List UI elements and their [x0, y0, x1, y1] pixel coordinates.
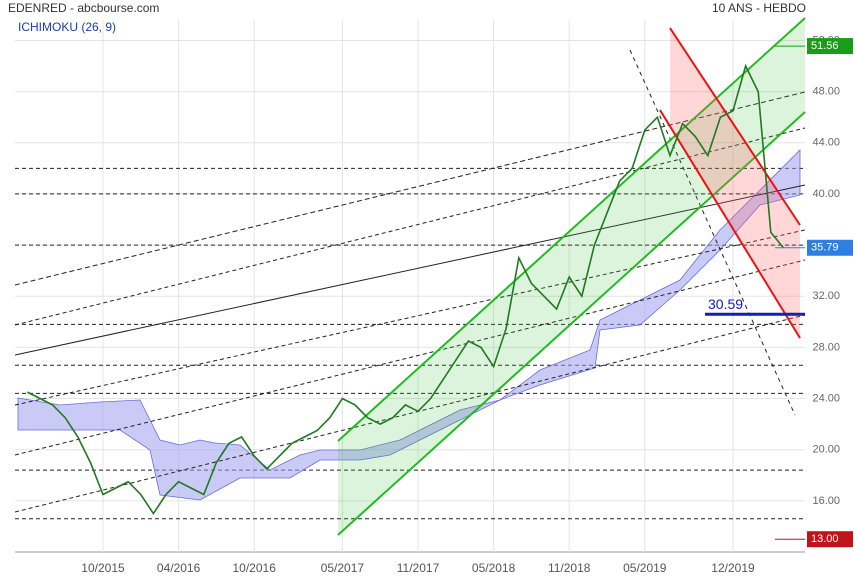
indicator-label: ICHIMOKU (26, 9) [18, 20, 116, 34]
y-tick-label: 32.00 [812, 290, 840, 302]
red-channel [670, 28, 800, 338]
plot: 16.0020.0024.0028.0032.0036.0040.0044.00… [27, 34, 853, 575]
chart-title: EDENRED - abcbourse.com [8, 1, 159, 15]
level-box [807, 531, 853, 548]
ichimoku-cloud [17, 149, 801, 501]
x-tick-label: 12/2019 [711, 561, 755, 575]
level-label: 35.79 [811, 242, 839, 254]
level-label: 51.56 [811, 40, 839, 52]
marker-label: 30.59 [708, 296, 743, 312]
green-channel [338, 18, 805, 535]
x-tick-label: 10/2016 [233, 561, 277, 575]
price-line [27, 63, 785, 516]
y-tick-label: 16.00 [812, 495, 840, 507]
x-tick-label: 04/2016 [157, 561, 201, 575]
y-tick-label: 24.00 [812, 392, 840, 404]
level-label: 13.00 [811, 533, 839, 545]
green-channel-lines [337, 17, 806, 536]
red-channel-lines [659, 27, 801, 339]
x-tick-label: 05/2019 [623, 561, 667, 575]
x-tick-label: 11/2017 [397, 561, 440, 575]
trend-lines [14, 49, 806, 513]
x-tick-label: 05/2018 [472, 561, 516, 575]
y-tick-label: 20.00 [812, 444, 840, 456]
level-box [807, 38, 853, 55]
y-tick-label: 28.00 [812, 341, 840, 353]
chart-subtitle: 10 ANS - HEBDO [712, 1, 806, 15]
x-tick-label: 11/2018 [548, 561, 591, 575]
level-box [807, 239, 853, 256]
y-tick-label: 40.00 [812, 188, 840, 200]
x-tick-label: 05/2017 [321, 561, 365, 575]
x-tick-label: 10/2015 [81, 561, 125, 575]
y-tick-label: 44.00 [812, 137, 840, 149]
y-tick-label: 48.00 [812, 86, 840, 98]
